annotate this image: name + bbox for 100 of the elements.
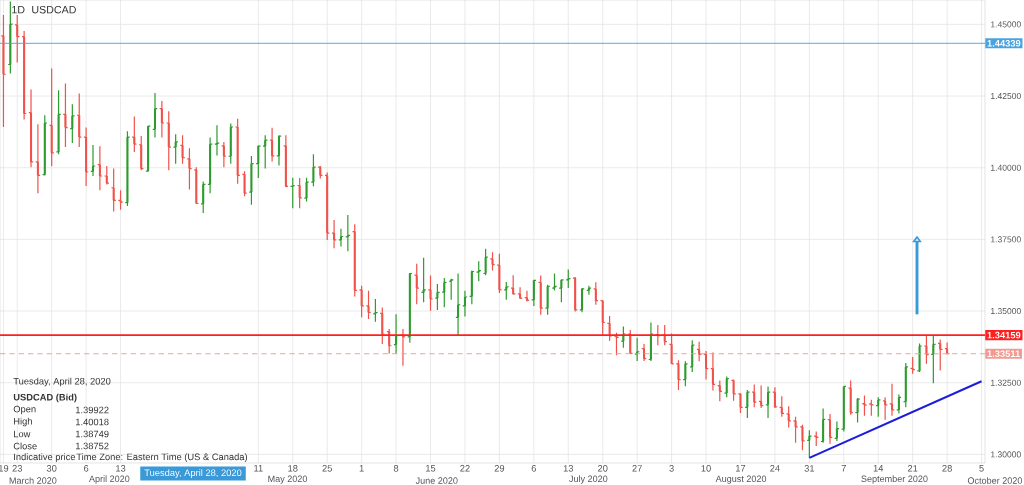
candlestick — [181, 134, 184, 165]
annotation: USDCAD (Bid) — [13, 393, 77, 403]
y-tick-label: 1.35000 — [991, 308, 1021, 315]
candlestick — [918, 342, 921, 373]
candlestick — [16, 14, 19, 64]
candlestick — [890, 383, 894, 417]
annotation: Time Zone: Eastern Time (US & Canada) — [76, 453, 248, 462]
annotation: Tuesday, April 28, 2020 — [13, 377, 111, 387]
candlestick — [312, 153, 315, 187]
y-tick-label: 1.30000 — [991, 451, 1021, 458]
candlestick — [298, 177, 301, 209]
candlestick — [133, 115, 136, 153]
candlestick — [739, 392, 742, 414]
candlestick — [684, 360, 687, 387]
candlestick — [360, 285, 363, 318]
annotation: Indicative price — [14, 453, 76, 463]
candlestick — [539, 274, 542, 316]
text: July 2020 — [569, 475, 608, 484]
candlestick — [105, 165, 108, 186]
candlestick — [677, 359, 680, 391]
x-tick-label: 29 — [494, 465, 505, 472]
candlestick — [732, 378, 735, 402]
annotation: Open — [13, 405, 36, 415]
x-tick-label: 31 — [804, 465, 815, 472]
x-tick-label: 7 — [841, 465, 846, 472]
candlestick — [484, 248, 487, 276]
annotation: 1.38749 — [75, 430, 109, 438]
candlestick — [436, 283, 439, 311]
text: May 2020 — [268, 475, 308, 484]
candlestick — [367, 290, 370, 320]
x-tick-label: 20 — [597, 465, 608, 472]
candlestick — [925, 334, 928, 365]
candlestick — [71, 103, 74, 144]
candlestick — [305, 177, 308, 203]
text: June 2020 — [415, 477, 458, 484]
candlestick — [443, 277, 446, 308]
text: March 2020 — [9, 477, 57, 484]
candlestick — [828, 413, 832, 445]
candlestick — [112, 167, 115, 213]
x-tick-label: 5 — [979, 465, 984, 472]
x-tick-label: 13 — [116, 465, 126, 472]
candlestick — [904, 362, 907, 408]
x-tick-label: 22 — [460, 465, 470, 472]
candlestick — [153, 92, 157, 139]
candlestick — [939, 338, 942, 371]
y-tick-label: 1.40000 — [991, 164, 1021, 171]
candlestick — [9, 0, 12, 74]
text: September 2020 — [861, 475, 928, 484]
candlestick — [319, 165, 322, 180]
ref-line-label: 1.33511 — [987, 350, 1020, 358]
candlestick — [691, 339, 694, 373]
candlestick — [277, 134, 281, 167]
candlestick — [140, 135, 143, 171]
candlestick — [801, 424, 804, 451]
candlestick — [353, 223, 356, 298]
text: Tuesday, April 28, 2020 — [144, 469, 242, 478]
candlestick — [188, 147, 191, 191]
candlestick — [243, 170, 246, 197]
x-tick-label: 3 — [669, 465, 674, 472]
candlestick — [498, 253, 501, 294]
x-tick-label: 6 — [84, 465, 89, 472]
candlestick — [43, 114, 46, 177]
y-tick-label: 1.37500 — [991, 236, 1021, 243]
y-tick-label: 1.42500 — [991, 93, 1021, 100]
candlestick — [29, 88, 33, 168]
candlestick — [236, 118, 239, 185]
candlestick — [415, 263, 418, 305]
annotation: Close — [13, 442, 37, 450]
chart-subtitle: 1D — [12, 5, 25, 14]
candlestick — [849, 379, 852, 416]
candlestick — [787, 405, 790, 429]
text: August 2020 — [715, 475, 767, 484]
candlestick — [78, 92, 81, 148]
text: October 2020 — [967, 477, 1023, 484]
x-tick-label: 6 — [531, 465, 537, 472]
candlestick — [560, 279, 563, 303]
x-tick-label: 25 — [322, 465, 332, 472]
annotation: 1.38752 — [75, 442, 109, 450]
candlestick — [126, 130, 129, 207]
candlestick — [491, 251, 494, 272]
candlestick — [429, 274, 432, 312]
candlestick — [381, 307, 384, 345]
x-tick-label: 21 — [907, 465, 918, 472]
annotation: 1.39922 — [75, 406, 109, 414]
ref-line-label: 1.44339 — [987, 40, 1021, 47]
x-tick-label: 10 — [701, 465, 711, 472]
x-tick-label: 13 — [563, 465, 574, 472]
x-tick-label: 30 — [46, 465, 57, 472]
y-tick-label: 1.32500 — [991, 379, 1021, 386]
candlestick — [794, 416, 797, 444]
x-tick-label: 27 — [632, 465, 642, 472]
candlestick — [505, 281, 508, 301]
ref-line-label: 1.34159 — [987, 331, 1021, 339]
candlestick — [257, 144, 260, 179]
x-tick-label: 28 — [942, 465, 952, 472]
chart-title: USDCAD — [32, 5, 76, 14]
candlestick — [174, 133, 177, 165]
candlestick — [877, 396, 880, 418]
candlestick — [250, 155, 253, 206]
candlestick — [670, 332, 673, 365]
